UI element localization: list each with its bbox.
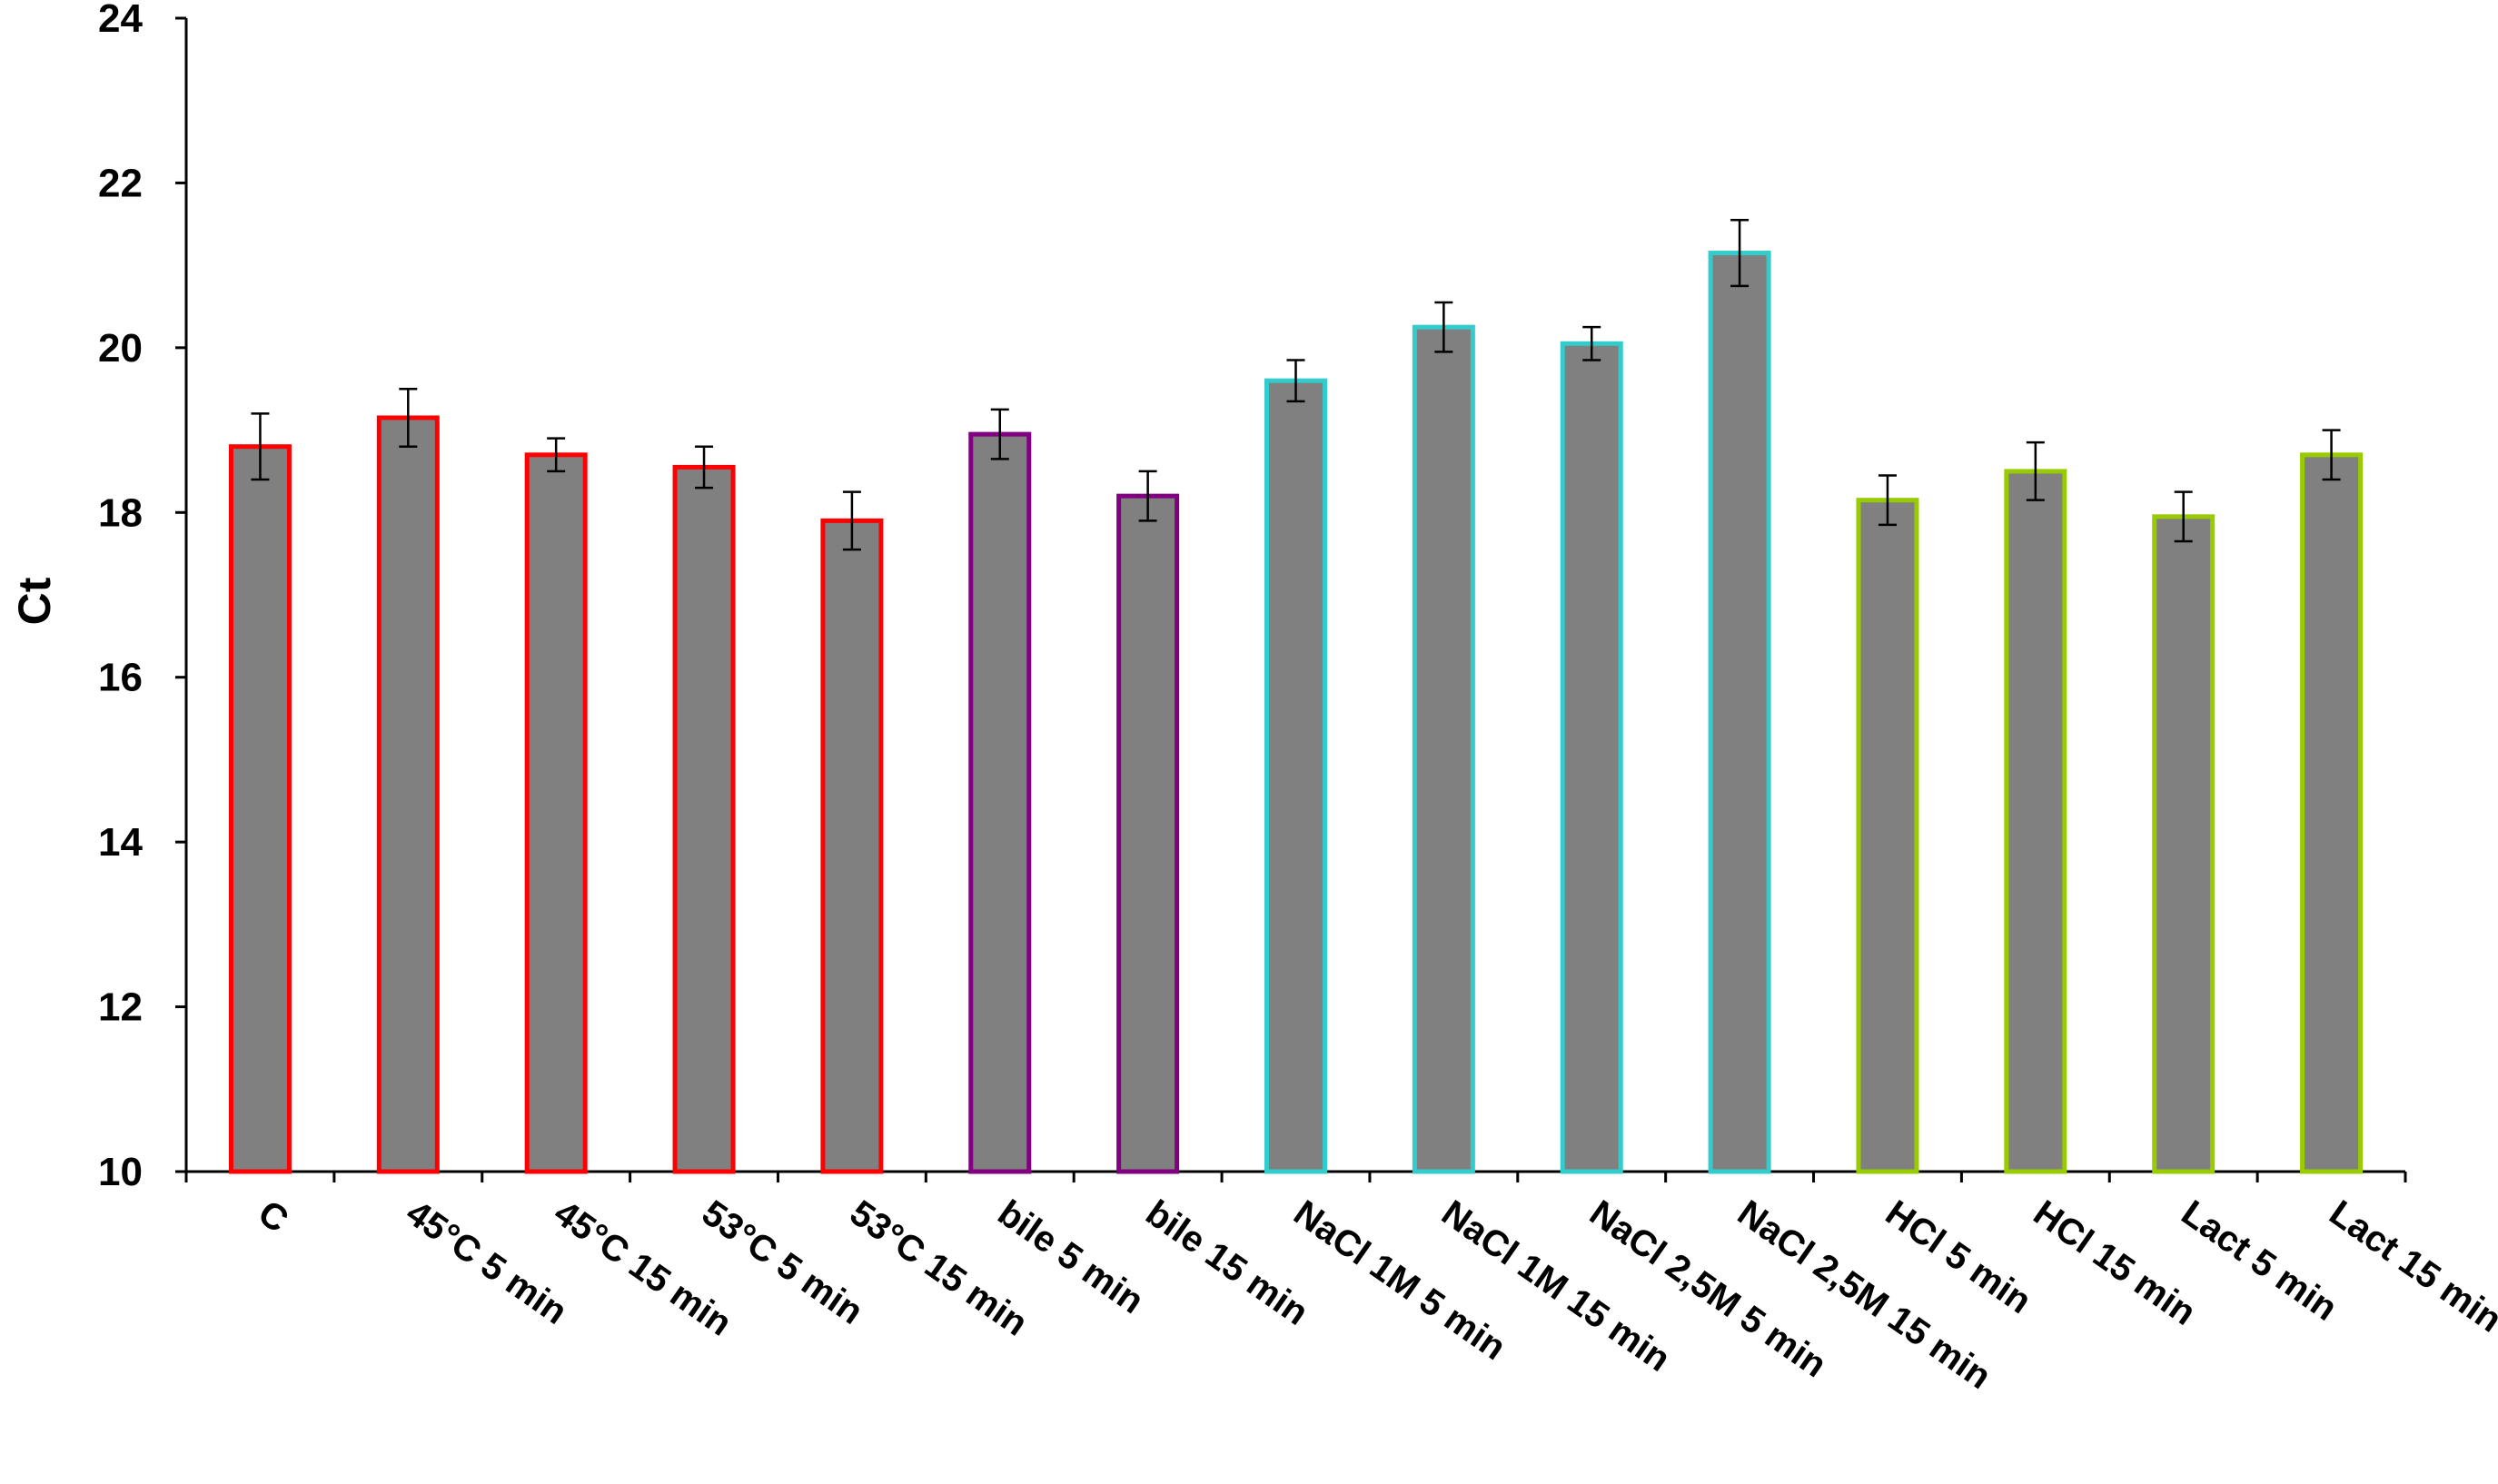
y-tick-label: 18 [98, 490, 143, 535]
y-tick-label: 20 [98, 326, 143, 371]
x-tick-label: 45°C 5 min [399, 1192, 574, 1332]
x-tick-label: NaCl 2,5M 15 min [1730, 1192, 1998, 1397]
error-bars [251, 219, 2341, 551]
y-tick-label: 16 [98, 656, 143, 700]
bar [1412, 324, 1475, 1174]
y-tick-label: 24 [98, 0, 143, 41]
y-tick-label: 22 [98, 161, 143, 205]
bar [820, 518, 884, 1174]
x-tick-label: Lact 15 min [2322, 1192, 2498, 1340]
bar [672, 464, 736, 1174]
bar [1560, 341, 1623, 1174]
x-tick-label: HCl 15 min [2027, 1192, 2204, 1333]
bar [524, 452, 588, 1174]
x-tick-label: C [251, 1192, 295, 1241]
bar [2004, 469, 2067, 1174]
bar [1708, 251, 1771, 1174]
x-tick-label: Lact 5 min [2175, 1192, 2344, 1329]
y-tick-labels: 10 12 14 16 18 20 22 24 [98, 0, 143, 1194]
y-axis-label: Ct [9, 577, 60, 625]
bar [1264, 378, 1327, 1174]
bar [968, 431, 1032, 1174]
bars [228, 251, 2364, 1174]
y-tick-label: 12 [98, 985, 143, 1030]
bar [228, 444, 292, 1174]
y-tick-label: 14 [98, 820, 143, 865]
bar [1116, 493, 1180, 1174]
bar [1856, 498, 1919, 1174]
bar [2152, 514, 2215, 1174]
bar [2300, 452, 2364, 1174]
bar [376, 415, 440, 1174]
x-tick-label: bile 15 min [1138, 1192, 1315, 1333]
y-tick-label: 10 [98, 1150, 143, 1194]
